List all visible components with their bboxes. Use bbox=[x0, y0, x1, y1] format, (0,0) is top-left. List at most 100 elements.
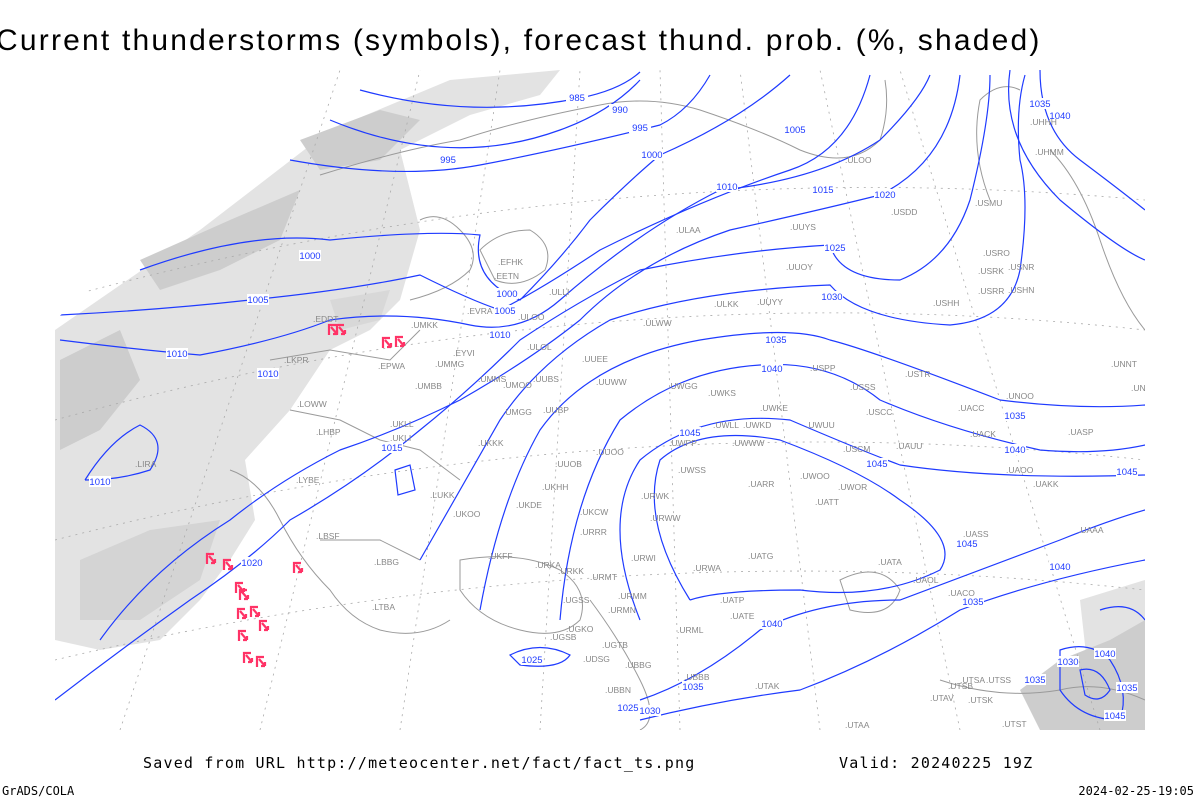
station-label: .UATE bbox=[730, 611, 755, 621]
station-label: .UTAA bbox=[845, 720, 870, 730]
isobar-label: 1030 bbox=[1057, 657, 1078, 668]
isobar-label-background bbox=[1029, 98, 1051, 109]
isobar-label-background bbox=[381, 442, 403, 453]
station-label: .UGKO bbox=[566, 624, 594, 634]
station-label: .UGSB bbox=[550, 632, 577, 642]
station-label: .EETN bbox=[494, 271, 519, 281]
station-label: .UWKE bbox=[760, 403, 788, 413]
station-label: .USHH bbox=[933, 298, 959, 308]
station-label: .UKOO bbox=[453, 509, 481, 519]
station-label: .UAUU bbox=[896, 441, 922, 451]
station-label: .UAOL bbox=[913, 575, 939, 585]
generated-timestamp: 2024-02-25-19:05 bbox=[1078, 784, 1194, 798]
station-label: .UWKS bbox=[708, 388, 736, 398]
station-label: .UBBN bbox=[605, 685, 631, 695]
station-label: .LKPR bbox=[284, 355, 309, 365]
station-label: .LOWW bbox=[297, 399, 327, 409]
station-label: .UAKK bbox=[1033, 479, 1059, 489]
isobar-label: 1035 bbox=[1116, 683, 1137, 694]
isobar-label-background bbox=[1004, 410, 1026, 421]
station-label: .UATG bbox=[748, 551, 773, 561]
station-label: .UWWW bbox=[732, 438, 765, 448]
isobar-label: 1025 bbox=[617, 703, 638, 714]
isobar-label: 1025 bbox=[824, 243, 845, 254]
isobar-label: 1035 bbox=[765, 335, 786, 346]
isobar-label: 1035 bbox=[1029, 99, 1050, 110]
isobar-label: 1035 bbox=[682, 682, 703, 693]
station-label: .ULAA bbox=[676, 225, 701, 235]
isobar-label: 1035 bbox=[1024, 675, 1045, 686]
station-label: .UDSG bbox=[583, 654, 610, 664]
thunderstorm-symbol-icon bbox=[381, 336, 393, 349]
station-label: .UNNT bbox=[1111, 359, 1137, 369]
station-label: .USCC bbox=[866, 407, 892, 417]
isobar-label: 1010 bbox=[166, 349, 187, 360]
isobar-label-background bbox=[821, 291, 843, 302]
station-label: .LTBA bbox=[372, 602, 395, 612]
isobar-label-background bbox=[765, 334, 787, 345]
station-label: .ULOL bbox=[527, 342, 552, 352]
station-label: .UMOO bbox=[503, 380, 532, 390]
station-label: .USHN bbox=[1008, 285, 1034, 295]
station-label: .UAAA bbox=[1078, 525, 1104, 535]
isobar-label-background bbox=[496, 288, 518, 299]
station-label: .UUOY bbox=[786, 262, 813, 272]
station-label: .UARR bbox=[748, 479, 774, 489]
station-label: .UHHH bbox=[1030, 117, 1057, 127]
station-label: .URML bbox=[677, 625, 704, 635]
station-label: .UKHH bbox=[542, 482, 568, 492]
station-label: .LHBP bbox=[316, 427, 341, 437]
station-label: .UUBP bbox=[543, 405, 569, 415]
isobar-label-background bbox=[716, 181, 738, 192]
station-label: .UKLL bbox=[390, 419, 414, 429]
station-label: .LIRA bbox=[135, 459, 157, 469]
station-labels: .ULOO .USDD .USMU .USRO .USRK .USNR .USRR .USHN… bbox=[135, 117, 1145, 730]
isobar-label: 1025 bbox=[521, 655, 542, 666]
station-label: .EPWA bbox=[378, 361, 405, 371]
software-credit: GrADS/COLA bbox=[2, 784, 75, 798]
isobar-label: 1010 bbox=[89, 477, 110, 488]
isobar-label: 1005 bbox=[784, 125, 805, 136]
thunderstorm-symbol-icon bbox=[255, 655, 267, 668]
isobar-label-background bbox=[956, 538, 978, 549]
isobar-label-background bbox=[241, 557, 263, 568]
station-label: .UMBB bbox=[415, 381, 442, 391]
isobar-label-background bbox=[89, 476, 111, 487]
isobar-label-background bbox=[679, 427, 701, 438]
station-label: .EYVI bbox=[453, 348, 475, 358]
isobar-label: 1030 bbox=[639, 706, 660, 717]
isobar-label-background bbox=[257, 368, 279, 379]
isobar-label: 1030 bbox=[821, 292, 842, 303]
isobar-label: 1010 bbox=[257, 369, 278, 380]
isobar-label: 995 bbox=[632, 123, 648, 134]
station-label: .UATP bbox=[720, 595, 745, 605]
station-label: .UTAK bbox=[755, 681, 780, 691]
isobar-label-background bbox=[1004, 444, 1026, 455]
station-label: .UATT bbox=[815, 497, 839, 507]
isobar-label: 1020 bbox=[241, 558, 262, 569]
isobar-label-background bbox=[682, 681, 704, 692]
station-label: .UTAV bbox=[930, 693, 954, 703]
station-label: .UACK bbox=[970, 429, 996, 439]
isobar-label-background bbox=[962, 596, 984, 607]
isobar-label-background bbox=[494, 305, 516, 316]
isobar-label: 1035 bbox=[962, 597, 983, 608]
isobar-label: 1045 bbox=[1116, 467, 1137, 478]
station-label: .EDDT bbox=[313, 314, 339, 324]
station-label: .UASP bbox=[1068, 427, 1094, 437]
station-label: .UWUU bbox=[806, 420, 835, 430]
station-label: .UACC bbox=[958, 403, 984, 413]
isobar-label-background bbox=[641, 149, 663, 160]
station-label: .UWKD bbox=[743, 420, 771, 430]
isobar-label: 1000 bbox=[299, 251, 320, 262]
isobar-label-background bbox=[761, 363, 783, 374]
isobar-label-background bbox=[1116, 682, 1138, 693]
thunderstorm-symbol-icon bbox=[205, 552, 217, 565]
thunderstorm-symbol-icon bbox=[249, 605, 261, 618]
station-label: .LBBG bbox=[374, 557, 399, 567]
thunderstorm-probability-shading bbox=[55, 70, 1145, 730]
station-label: .UWLL bbox=[713, 420, 739, 430]
isobar-label: 1010 bbox=[716, 182, 737, 193]
